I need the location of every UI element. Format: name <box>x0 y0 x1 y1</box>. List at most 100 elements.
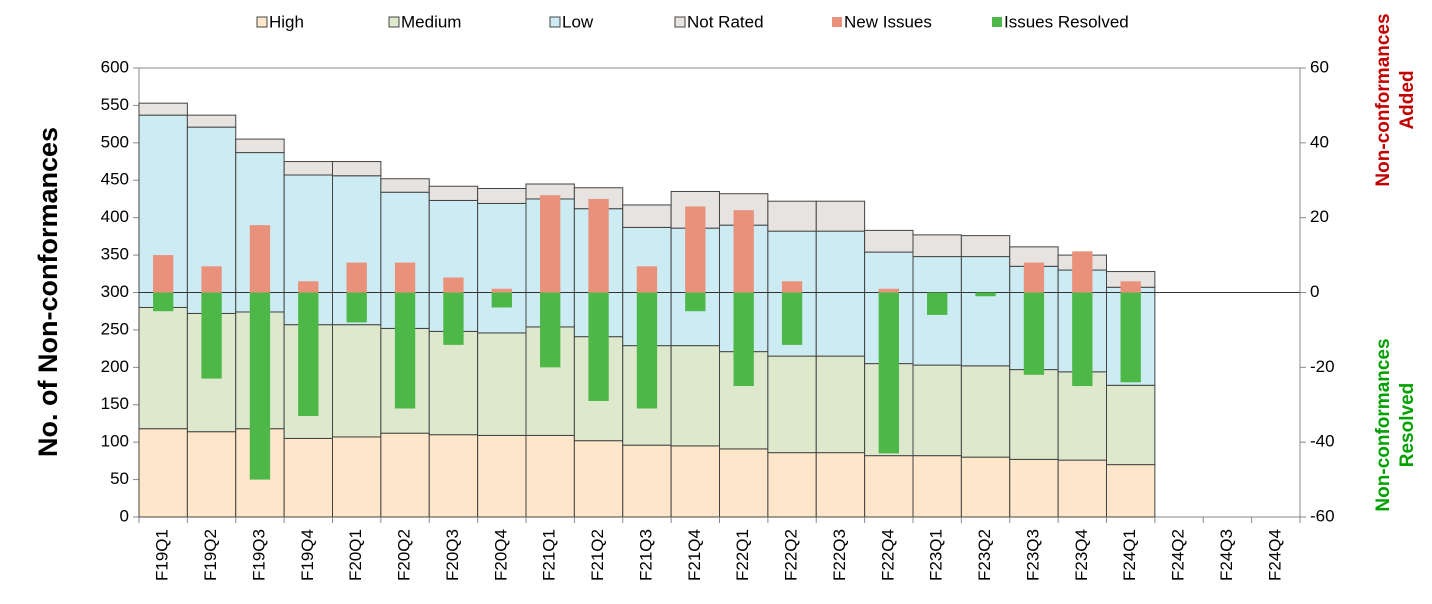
x-tick-label: F23Q3 <box>1023 529 1042 581</box>
legend-swatch <box>256 16 268 28</box>
bar-segment <box>815 230 866 357</box>
x-tick-label: F21Q1 <box>540 529 559 581</box>
x-tick-label: F20Q3 <box>443 529 462 581</box>
legend-label: Medium <box>401 12 461 31</box>
bar-segment <box>912 455 962 518</box>
bar-segment <box>428 330 479 436</box>
legend-label: High <box>269 12 304 31</box>
y-tick-label: 50 <box>110 469 129 488</box>
x-tick-label: F20Q1 <box>346 529 365 581</box>
x-tick-label: F22Q1 <box>733 529 752 581</box>
bar-segment <box>1009 458 1059 518</box>
bar-segment <box>767 200 817 232</box>
y-tick-label: 350 <box>101 245 129 264</box>
bar <box>1120 281 1141 293</box>
legend-label: Not Rated <box>687 12 764 31</box>
x-tick-label: F21Q4 <box>685 529 704 581</box>
y2-tick-label: 60 <box>1310 57 1329 76</box>
bar <box>346 262 367 293</box>
bar-segment <box>477 202 527 334</box>
x-tick-label: F22Q3 <box>830 529 849 581</box>
y2-tick-label: 20 <box>1310 207 1329 226</box>
y2-tick-label: -40 <box>1310 432 1335 451</box>
bar-segment <box>912 234 962 258</box>
bar <box>975 292 996 297</box>
bar <box>249 292 271 480</box>
bar <box>443 277 464 293</box>
bar <box>781 281 803 293</box>
bar <box>636 266 658 293</box>
bar <box>588 198 609 293</box>
bar-segment <box>283 161 333 176</box>
bar-segment <box>767 355 817 454</box>
bar <box>491 292 512 308</box>
bar-segment <box>380 432 430 518</box>
bar <box>394 292 416 409</box>
title-line: Added <box>1397 70 1418 129</box>
bar-segment <box>864 229 914 253</box>
y-tick-label: 150 <box>101 394 129 413</box>
bar <box>588 292 609 402</box>
bar-segment <box>138 306 188 430</box>
bar-segment <box>138 428 188 518</box>
y2-tick-label: -60 <box>1310 506 1335 525</box>
bar <box>540 292 561 368</box>
bar-segment <box>332 324 382 438</box>
bar-segment <box>767 452 817 518</box>
bar <box>153 255 174 293</box>
bar-segment <box>477 434 527 518</box>
bar-segment <box>1009 369 1059 460</box>
title-line: Non-conformances <box>1373 338 1394 511</box>
y-tick-label: 450 <box>101 170 129 189</box>
x-tick-label: F23Q4 <box>1072 529 1091 581</box>
bar-segment <box>670 345 720 447</box>
y2-title-added: Non-conformances Added <box>1373 13 1418 186</box>
bar <box>781 292 803 345</box>
bar <box>153 292 174 312</box>
y2-tick-label: 40 <box>1310 132 1329 151</box>
bar-segment <box>332 161 382 177</box>
x-tick-label: F23Q2 <box>975 529 994 581</box>
y-tick-label: 550 <box>101 95 129 114</box>
bar <box>1023 262 1045 293</box>
bar-segment <box>477 332 527 436</box>
bar <box>1120 292 1141 383</box>
bar <box>927 292 948 315</box>
x-tick-label: F24Q1 <box>1120 529 1139 581</box>
bar <box>1023 292 1045 375</box>
bar-segment <box>912 364 962 457</box>
bar-segment <box>622 204 672 228</box>
legend-swatch <box>674 16 686 28</box>
y-axis-title: No. of Non-conformances <box>33 127 63 457</box>
title-line: Resolved <box>1397 383 1418 467</box>
legend-swatch <box>832 17 842 27</box>
bar-segment <box>864 455 914 518</box>
y-tick-label: 100 <box>101 432 129 451</box>
bar-segment <box>815 452 866 518</box>
bar-segment <box>815 355 866 454</box>
bar <box>878 288 899 293</box>
legend-label: Low <box>562 12 594 31</box>
y-tick-label: 500 <box>101 132 129 151</box>
bar <box>201 266 222 293</box>
y-tick-label: 400 <box>101 207 129 226</box>
legend-swatch <box>549 16 561 28</box>
bar <box>1072 251 1093 293</box>
bar-segment <box>283 437 333 518</box>
bar-segment <box>186 431 237 518</box>
x-tick-label: F19Q3 <box>249 529 268 581</box>
bar <box>685 206 706 293</box>
x-tick-label: F23Q1 <box>927 529 946 581</box>
bar <box>298 292 319 416</box>
bar <box>394 262 416 293</box>
x-tick-label: F21Q3 <box>636 529 655 581</box>
x-tick-label: F24Q3 <box>1217 529 1236 581</box>
bar-segment <box>960 235 1011 258</box>
y-tick-label: 300 <box>101 282 129 301</box>
x-tick-label: F20Q4 <box>491 529 510 581</box>
y2-tick-label: 0 <box>1310 282 1319 301</box>
x-tick-label: F19Q1 <box>153 529 172 581</box>
bar <box>249 225 271 293</box>
bar <box>346 292 367 323</box>
